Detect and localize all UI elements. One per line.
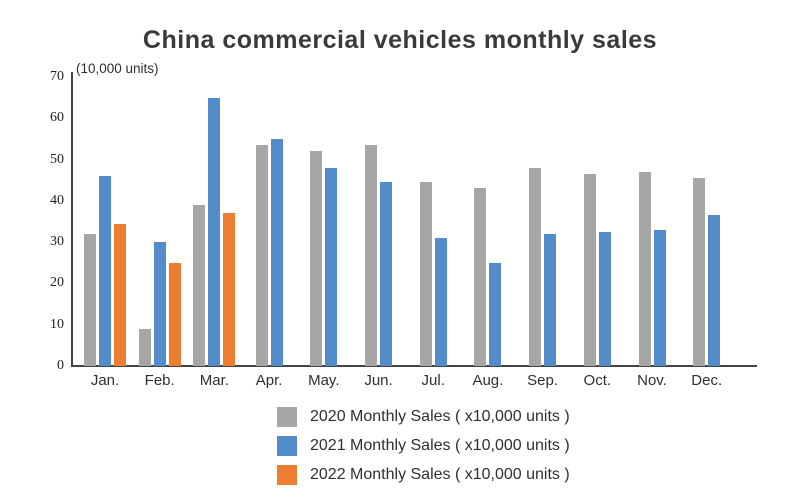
- bar-2020-aug: [474, 188, 487, 366]
- y-tick-label: 10: [50, 316, 64, 332]
- bar-2021-mar: [208, 97, 221, 366]
- legend-label-2021: 2021 Monthly Sales ( x10,000 units ): [310, 437, 570, 454]
- bar-2020-jun: [365, 145, 377, 366]
- bar-2020-sep: [529, 167, 542, 366]
- bar-2021-apr: [270, 138, 283, 366]
- bar-2022-jan: [114, 223, 126, 366]
- x-axis-label-oct: Oct.: [583, 372, 612, 389]
- bar-2022-feb: [168, 262, 181, 366]
- legend-item-2022: 2022 Monthly Sales ( x10,000 units ): [277, 465, 570, 485]
- y-tick-label: 40: [50, 192, 64, 208]
- legend-swatch-2021: [277, 436, 297, 456]
- x-axis-label-mar: Mar.: [199, 372, 229, 389]
- x-axis-label-may: May.: [308, 372, 340, 389]
- bar-2021-dec: [708, 215, 721, 366]
- y-tick-label: 30: [50, 234, 64, 250]
- bar-2021-aug: [489, 262, 502, 366]
- y-tick-label: 70: [50, 69, 64, 84]
- y-axis-line: [71, 72, 73, 366]
- bar-2021-jul: [434, 238, 447, 366]
- bar-2020-jan: [84, 233, 96, 366]
- y-tick-label: 20: [50, 275, 64, 291]
- x-axis-label-jan: Jan.: [90, 372, 120, 389]
- y-tick-label: 50: [50, 151, 64, 167]
- x-axis-label-apr: Apr.: [255, 372, 283, 389]
- bar-2020-dec: [693, 178, 706, 366]
- bar-2020-may: [310, 151, 323, 366]
- legend-swatch-2022: [277, 465, 297, 485]
- bar-2020-apr: [255, 145, 268, 366]
- x-axis-label-jun: Jun.: [364, 372, 393, 389]
- bar-2020-nov: [638, 171, 651, 366]
- bar-2021-nov: [653, 229, 666, 366]
- x-axis-label-jul: Jul.: [421, 372, 445, 389]
- chart-title: China commercial vehicles monthly sales: [142, 26, 658, 54]
- bar-2021-sep: [544, 233, 557, 366]
- x-axis-label-feb: Feb.: [144, 372, 175, 389]
- bar-2022-mar: [223, 213, 236, 366]
- bar-2020-oct: [583, 174, 596, 366]
- bar-2020-jul: [419, 182, 432, 366]
- bar-2021-may: [325, 167, 338, 366]
- x-axis-label-sep: Sep.: [527, 372, 559, 389]
- bar-2021-feb: [153, 242, 166, 366]
- bar-2021-jun: [380, 182, 392, 366]
- legend-swatch-2020: [277, 407, 297, 427]
- y-axis-unit-label: (10,000 units): [76, 61, 159, 76]
- bar-2020-feb: [138, 328, 151, 366]
- y-tick-label: 60: [50, 110, 64, 126]
- x-axis-label-nov: Nov.: [637, 372, 667, 389]
- x-axis-label-dec: Dec.: [691, 372, 723, 389]
- legend-label-2020: 2020 Monthly Sales ( x10,000 units ): [310, 408, 570, 425]
- x-axis-line: [71, 365, 757, 367]
- legend-item-2020: 2020 Monthly Sales ( x10,000 units ): [277, 407, 570, 427]
- x-axis-label-aug: Aug.: [472, 372, 504, 389]
- y-tick-label: 0: [57, 358, 64, 373]
- bar-2021-oct: [598, 231, 611, 366]
- legend-item-2021: 2021 Monthly Sales ( x10,000 units ): [277, 436, 570, 456]
- bar-2021-jan: [99, 176, 111, 366]
- bar-2020-mar: [193, 204, 206, 366]
- legend-label-2022: 2022 Monthly Sales ( x10,000 units ): [310, 466, 570, 483]
